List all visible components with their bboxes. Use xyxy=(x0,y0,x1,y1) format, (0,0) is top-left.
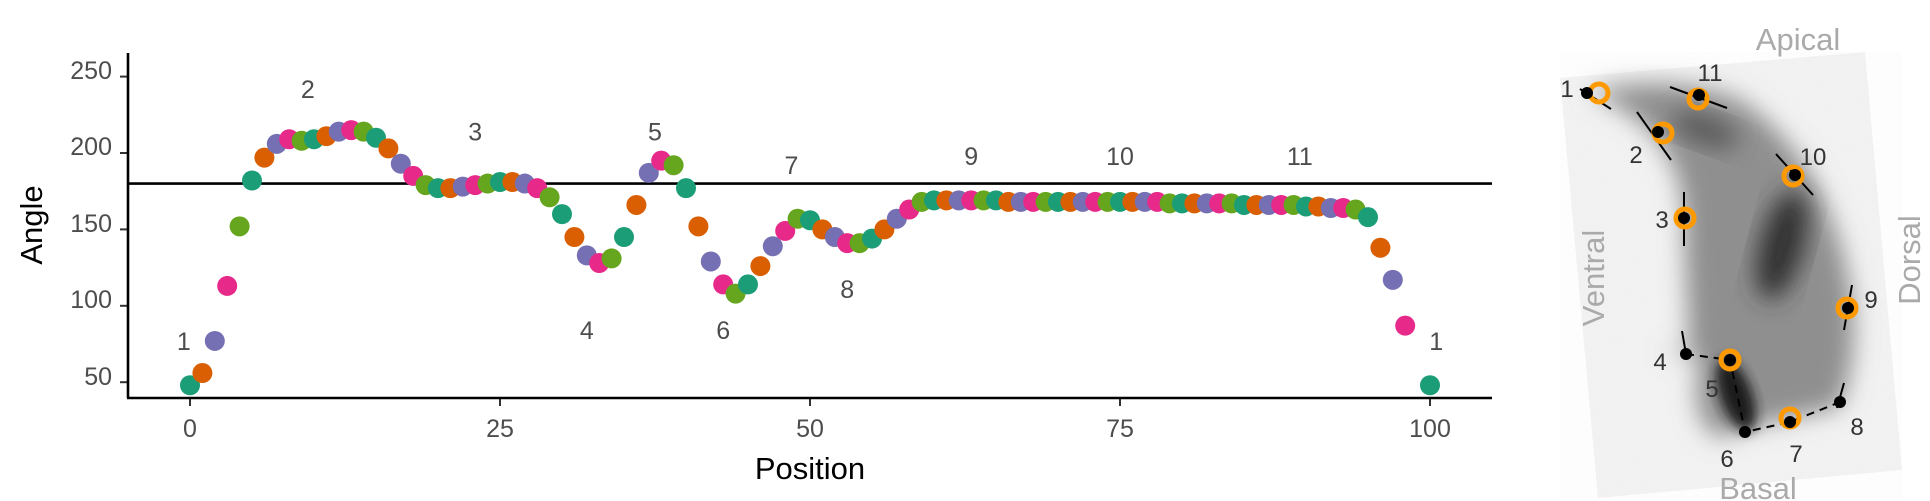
landmark-annotation: 7 xyxy=(784,152,798,180)
landmark-number: 6 xyxy=(1720,446,1733,473)
landmark-dot xyxy=(1784,416,1796,428)
y-tick-label: 250 xyxy=(70,57,112,85)
landmark-annotation: 6 xyxy=(716,317,730,345)
landmark-dot xyxy=(1678,212,1690,224)
data-point xyxy=(688,216,709,237)
landmark-dot xyxy=(1842,302,1854,314)
landmark-annotation: 5 xyxy=(648,119,662,147)
landmark-number: 7 xyxy=(1789,441,1802,468)
landmark-number: 2 xyxy=(1629,142,1642,169)
landmark-annotation: 3 xyxy=(468,119,482,147)
landmark-annotation: 4 xyxy=(580,317,594,345)
data-point xyxy=(614,227,634,248)
landmark-annotation: 10 xyxy=(1106,143,1134,171)
data-point xyxy=(750,256,771,277)
cell-inset: 1 2 3 4 5 6 7 8 9 10 11 Apical Basal Ven… xyxy=(1560,22,1927,501)
data-point xyxy=(762,236,783,257)
x-tick-label: 75 xyxy=(1106,415,1134,443)
landmark-dot xyxy=(1652,126,1664,138)
landmark-number: 4 xyxy=(1653,349,1666,376)
data-point xyxy=(663,155,684,176)
data-point xyxy=(775,220,796,241)
orientation-label-apical: Apical xyxy=(1756,22,1840,57)
data-point xyxy=(217,275,238,296)
data-point xyxy=(390,153,411,174)
landmark-dot xyxy=(1834,396,1846,408)
y-tick-label: 100 xyxy=(70,286,112,314)
landmark-marker xyxy=(1718,348,1742,372)
data-point xyxy=(192,363,213,384)
x-tick-label: 0 xyxy=(183,415,197,443)
x-tick-label: 100 xyxy=(1409,415,1451,443)
landmark-number: 1 xyxy=(1560,76,1573,103)
cell-dark-region xyxy=(1756,190,1808,300)
landmark-annotation: 11 xyxy=(1287,143,1313,171)
cell-dark-region xyxy=(1671,111,1739,149)
x-tick-labels: 0 25 50 75 100 xyxy=(183,415,1451,443)
data-point xyxy=(1395,315,1416,336)
axis-ticks xyxy=(120,75,1431,406)
landmark-number: 10 xyxy=(1800,144,1827,171)
landmark-number: 9 xyxy=(1864,287,1877,314)
data-point xyxy=(626,194,647,215)
y-tick-label: 50 xyxy=(84,363,112,391)
landmark-dot xyxy=(1724,354,1736,366)
x-tick-label: 50 xyxy=(796,415,824,443)
landmark-dot xyxy=(1581,87,1593,99)
data-point xyxy=(180,375,200,396)
landmark-number: 8 xyxy=(1850,414,1863,441)
landmark-number: 3 xyxy=(1655,207,1668,234)
orientation-label-ventral: Ventral xyxy=(1576,230,1611,327)
data-point xyxy=(254,147,275,168)
landmark-dot xyxy=(1680,348,1692,360)
landmark-marker xyxy=(1673,206,1697,230)
orientation-label-dorsal: Dorsal xyxy=(1892,215,1927,305)
x-tick-label: 25 xyxy=(486,415,514,443)
data-point xyxy=(378,138,399,159)
data-point xyxy=(242,170,262,191)
data-point xyxy=(676,178,696,199)
x-axis-title: Position xyxy=(755,451,865,486)
data-point xyxy=(601,248,622,269)
y-tick-labels: 250 200 150 100 50 xyxy=(70,57,112,391)
y-tick-label: 200 xyxy=(70,133,112,161)
landmark-dots xyxy=(1581,87,1854,438)
landmark-number: 5 xyxy=(1705,376,1718,403)
landmark-annotation: 8 xyxy=(840,276,854,304)
landmark-marker xyxy=(1781,164,1805,188)
data-point xyxy=(638,162,659,183)
data-point xyxy=(564,227,585,248)
landmark-marker xyxy=(1835,296,1859,320)
data-point xyxy=(1382,269,1403,290)
data-point xyxy=(229,216,250,237)
angle-position-chart: 250 200 150 100 50 0 25 50 75 100 Positi… xyxy=(14,53,1492,486)
data-points xyxy=(180,120,1440,396)
cell-dark-region xyxy=(1716,358,1756,432)
landmark-dot xyxy=(1693,89,1705,101)
landmark-annotation: 9 xyxy=(964,143,978,171)
data-point xyxy=(552,204,572,225)
landmark-dot xyxy=(1789,169,1801,181)
y-axis-title: Angle xyxy=(14,185,49,264)
landmark-number: 11 xyxy=(1698,60,1723,87)
landmarks xyxy=(1579,81,1859,438)
landmark-numbers: 1 2 3 4 5 6 7 8 9 10 11 xyxy=(1560,60,1877,473)
data-point xyxy=(1420,375,1440,396)
data-point xyxy=(738,274,758,295)
data-point xyxy=(700,251,721,272)
orientation-label-basal: Basal xyxy=(1719,471,1797,501)
data-point xyxy=(1370,237,1391,258)
data-point xyxy=(204,330,225,351)
landmark-annotation: 2 xyxy=(301,76,315,104)
landmark-annotation: 1 xyxy=(1429,328,1443,356)
data-point xyxy=(1358,207,1378,228)
landmark-annotation: 1 xyxy=(177,328,191,356)
data-point xyxy=(539,187,560,208)
landmark-dot xyxy=(1739,426,1751,438)
y-tick-label: 150 xyxy=(70,210,112,238)
